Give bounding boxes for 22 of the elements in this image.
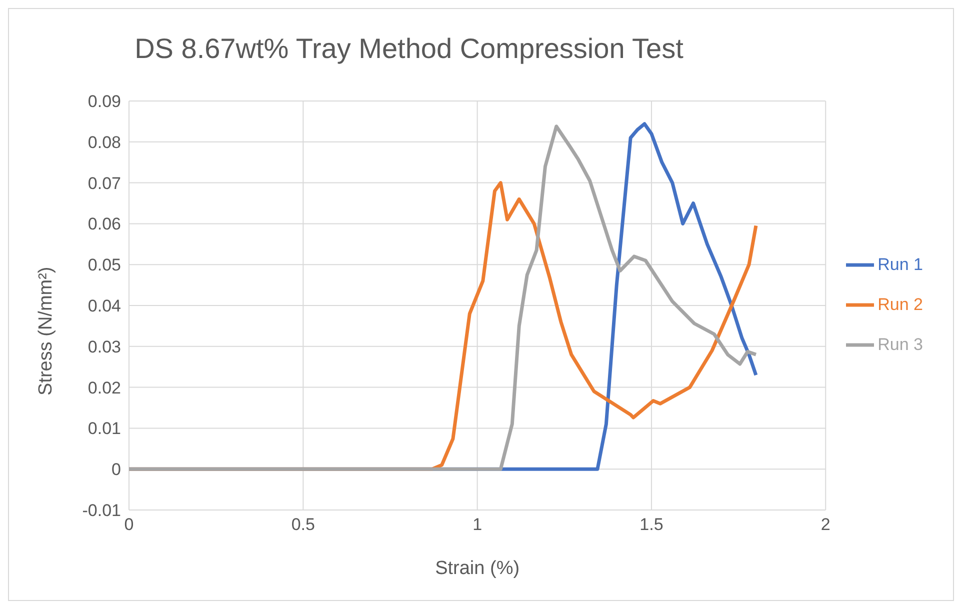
y-tick-label: 0 — [112, 460, 121, 480]
legend-label: Run 3 — [878, 334, 923, 354]
x-tick-label: 1 — [472, 515, 482, 534]
chart-title: DS 8.67wt% Tray Method Compression Test — [134, 33, 684, 65]
x-axis-title: Strain (%) — [435, 558, 520, 579]
y-tick-label: -0.01 — [82, 501, 121, 520]
y-tick-label: 0.03 — [88, 337, 121, 356]
x-tick-label: 1.5 — [640, 515, 664, 534]
y-tick-label: 0.08 — [88, 132, 121, 152]
x-tick-label: 0 — [124, 515, 134, 534]
legend-label: Run 1 — [878, 254, 923, 274]
y-tick-label: 0.01 — [88, 419, 121, 438]
y-tick-label: 0.07 — [88, 174, 121, 193]
y-axis-title: Stress (N/mm²) — [36, 266, 57, 396]
y-tick-label: 0.05 — [88, 256, 121, 275]
y-tick-label: 0.02 — [88, 378, 121, 398]
x-tick-label: 2 — [820, 515, 830, 534]
y-tick-label: 0.06 — [88, 214, 121, 234]
x-tick-label: 0.5 — [291, 515, 315, 534]
legend-label: Run 2 — [878, 294, 923, 314]
y-tick-label: 0.09 — [88, 92, 121, 112]
y-tick-label: 0.04 — [88, 296, 121, 316]
